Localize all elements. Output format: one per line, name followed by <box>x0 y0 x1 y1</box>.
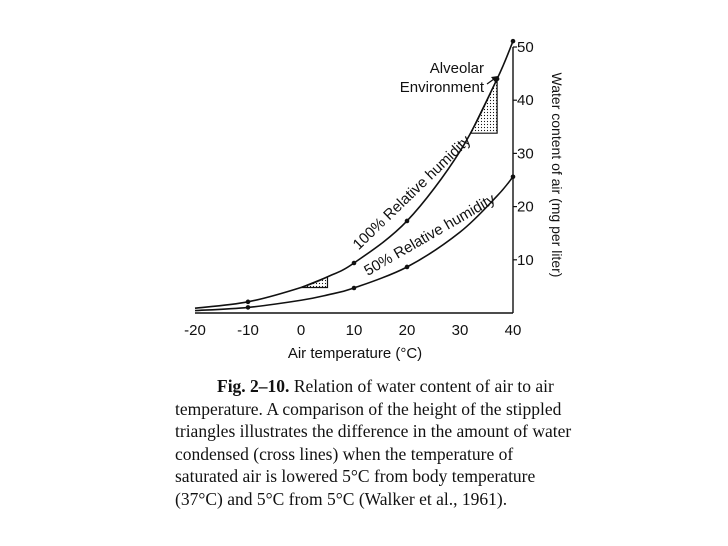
x-tick-label: 10 <box>346 322 363 339</box>
y-tick-label: 30 <box>517 145 534 162</box>
x-tick-label: 40 <box>505 322 522 339</box>
data-point <box>245 299 251 305</box>
data-point <box>404 218 410 224</box>
annotation-environment: Environment <box>400 79 485 96</box>
data-point <box>351 260 357 266</box>
x-tick-label: 20 <box>399 322 416 339</box>
y-axis-title: Water content of air (mg per liter) <box>549 73 565 278</box>
figure-caption: Fig. 2–10. Relation of water content of … <box>175 375 575 511</box>
data-point <box>404 264 410 270</box>
x-tick-label: -10 <box>237 322 259 339</box>
data-point <box>351 285 357 291</box>
annotation-arrowhead <box>491 76 498 82</box>
y-tick-label: 10 <box>517 252 534 269</box>
chart: -20 -10 0 10 20 30 40 10 20 30 40 50 Air temperature… <box>184 38 565 362</box>
x-tick-label: 0 <box>297 322 305 339</box>
y-tick-label: 50 <box>517 39 534 56</box>
x-tick-label: 30 <box>452 322 469 339</box>
data-point <box>245 305 251 310</box>
data-point <box>510 174 516 180</box>
annotation-arrow <box>486 78 495 85</box>
figure-label: Fig. 2–10. <box>217 376 290 396</box>
y-tick-label: 40 <box>517 92 534 109</box>
data-point <box>510 38 516 44</box>
x-axis-title: Air temperature (°C) <box>288 345 422 362</box>
x-tick-label: -20 <box>184 322 206 339</box>
y-tick-label: 20 <box>517 199 534 216</box>
series-line-1 <box>194 40 514 310</box>
caption-text: Relation of water content of air to air … <box>175 376 572 509</box>
annotation-alveolar: Alveolar <box>430 60 484 77</box>
series-label-50: 50% Relative humidity <box>361 190 498 279</box>
